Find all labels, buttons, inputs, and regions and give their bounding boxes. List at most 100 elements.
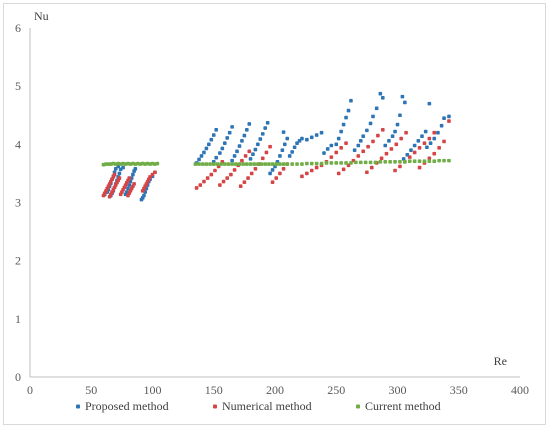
data-point — [309, 161, 314, 166]
data-point — [381, 96, 385, 100]
data-point — [285, 162, 290, 166]
data-point — [390, 134, 395, 138]
data-point — [112, 172, 117, 177]
data-point — [420, 134, 424, 138]
data-point — [245, 162, 249, 166]
data-point — [379, 156, 384, 161]
data-point — [222, 162, 227, 166]
data-point — [403, 100, 407, 105]
data-point — [232, 168, 237, 172]
data-point — [393, 129, 397, 134]
data-point — [227, 130, 232, 135]
x-tick-label: 300 — [389, 383, 407, 397]
data-point — [285, 136, 290, 141]
data-point — [193, 162, 198, 166]
data-point — [344, 115, 348, 120]
chart-frame — [3, 3, 546, 425]
data-point — [442, 139, 446, 144]
data-point — [371, 114, 375, 119]
data-point — [256, 142, 260, 147]
data-point — [436, 130, 440, 135]
data-point — [292, 145, 297, 150]
data-point — [407, 155, 412, 159]
data-point — [267, 162, 271, 166]
data-point — [383, 143, 388, 148]
data-point — [398, 164, 402, 169]
data-point — [207, 142, 211, 147]
data-point — [378, 91, 383, 96]
data-point — [341, 122, 346, 127]
data-point — [209, 137, 214, 142]
x-tick-label: 350 — [450, 383, 468, 397]
data-point — [283, 142, 287, 147]
data-point — [197, 162, 201, 166]
data-point — [238, 184, 243, 189]
data-point — [369, 165, 374, 170]
data-point — [427, 159, 432, 164]
data-points — [101, 91, 451, 202]
data-point — [300, 162, 304, 166]
data-point — [240, 158, 244, 163]
data-point — [417, 146, 422, 150]
data-point — [198, 183, 203, 187]
data-point — [404, 130, 408, 135]
data-point — [371, 139, 375, 144]
data-point — [403, 159, 407, 164]
data-point — [417, 159, 422, 164]
data-point — [447, 114, 451, 119]
data-point — [232, 154, 237, 158]
data-point — [373, 160, 378, 165]
data-point — [237, 162, 242, 166]
legend-marker — [356, 404, 360, 409]
data-point — [221, 179, 226, 184]
data-point — [218, 183, 222, 187]
data-point — [314, 165, 319, 170]
data-point — [339, 146, 343, 150]
data-point — [204, 146, 209, 151]
data-point — [241, 162, 245, 166]
data-point — [225, 136, 230, 140]
data-point — [219, 162, 223, 166]
data-point — [336, 136, 341, 141]
data-point — [437, 146, 441, 150]
data-point — [395, 122, 400, 127]
data-point — [339, 129, 343, 134]
data-point — [339, 161, 343, 165]
data-point — [209, 172, 214, 177]
data-point — [256, 162, 260, 166]
data-point — [394, 142, 399, 147]
data-point — [132, 182, 136, 186]
data-point — [230, 162, 234, 166]
data-point — [252, 162, 256, 166]
data-point — [265, 121, 270, 125]
data-point — [407, 159, 412, 164]
data-point — [432, 130, 437, 135]
data-point — [197, 157, 201, 162]
data-point — [376, 133, 380, 138]
axes — [29, 28, 520, 378]
data-point — [432, 136, 437, 141]
data-point — [341, 167, 346, 172]
data-point — [121, 165, 125, 170]
data-point — [249, 171, 254, 176]
data-point — [356, 154, 361, 158]
data-point — [378, 159, 383, 164]
data-point — [319, 161, 324, 166]
data-point — [211, 162, 216, 166]
data-point — [242, 133, 247, 138]
data-point — [393, 159, 397, 164]
legend-marker — [213, 404, 217, 409]
data-point — [388, 159, 392, 164]
data-point — [336, 171, 341, 176]
data-point — [215, 162, 220, 166]
data-point — [240, 139, 244, 143]
data-point — [205, 176, 210, 180]
data-point — [200, 162, 205, 166]
data-point — [366, 144, 370, 149]
data-point — [222, 141, 227, 145]
data-point — [258, 137, 263, 141]
data-point — [214, 155, 218, 160]
data-point — [235, 149, 239, 154]
data-point — [417, 165, 422, 170]
data-point — [214, 127, 218, 132]
